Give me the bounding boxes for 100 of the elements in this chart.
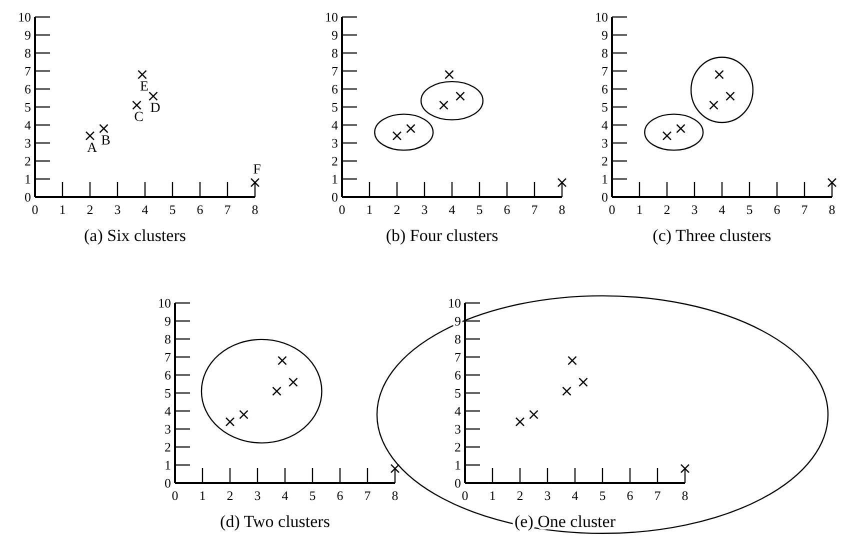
y-tick-label: 0	[164, 476, 171, 491]
y-tick-label: 10	[325, 10, 338, 25]
x-tick-label: 1	[59, 202, 66, 217]
y-tick-label: 9	[24, 28, 31, 43]
x-tick-label: 1	[366, 202, 373, 217]
y-tick-label: 6	[332, 82, 338, 97]
text: (b) Four clusters	[386, 226, 498, 245]
point	[726, 92, 735, 101]
annotation: C	[134, 110, 144, 126]
x-tick-label: 2	[516, 488, 524, 503]
point	[288, 378, 298, 387]
point	[148, 92, 158, 101]
y-tick-label: 9	[602, 28, 608, 43]
x-tick-label: 8	[252, 202, 258, 217]
x-tick-label: 1	[199, 488, 206, 503]
x-tick-label: 4	[142, 202, 149, 217]
point	[225, 417, 235, 426]
y-tick-label: 2	[332, 154, 338, 169]
x-tick-label: 2	[394, 202, 400, 217]
y-tick-label: 10	[448, 296, 461, 311]
x-tick-label: 1	[636, 202, 643, 217]
point	[827, 178, 837, 188]
y-tick-label: 8	[24, 46, 31, 61]
point	[85, 131, 95, 140]
y-tick-label: 1	[602, 172, 608, 187]
y-tick-label: 8	[164, 332, 171, 347]
x-tick-label: 6	[196, 202, 204, 217]
x-tick-label: 7	[654, 488, 662, 503]
y-tick-label: 9	[164, 314, 171, 329]
x-tick-label: 6	[774, 202, 781, 217]
point	[557, 178, 567, 188]
y-tick-label: 8	[454, 332, 461, 347]
x-tick-label: 8	[558, 202, 566, 217]
text: (c) Three clusters	[652, 226, 772, 245]
x-tick-label: 7	[531, 202, 538, 217]
point	[578, 378, 588, 387]
y-tick-label: 6	[24, 82, 32, 97]
y-tick-label: 3	[454, 422, 461, 437]
x-tick-label: 6	[504, 202, 511, 217]
y-tick-label: 0	[602, 190, 608, 205]
y-tick-label: 3	[602, 136, 608, 151]
y-tick-label: 3	[24, 136, 31, 151]
y-tick-label: 6	[164, 368, 172, 383]
annotation: B	[101, 134, 110, 149]
x-tick-label: 7	[801, 202, 808, 217]
y-tick-label: 10	[595, 10, 608, 25]
point	[392, 131, 402, 140]
y-tick-label: 5	[602, 100, 608, 115]
y-tick-label: 1	[332, 172, 338, 187]
y-tick-label: 6	[454, 368, 462, 383]
x-tick-label: 3	[421, 202, 428, 217]
point	[239, 410, 248, 420]
point	[515, 417, 525, 426]
x-tick-label: 5	[309, 488, 316, 503]
point	[250, 178, 260, 188]
y-tick-label: 2	[602, 154, 608, 169]
y-tick-label: 4	[602, 118, 608, 133]
y-tick-label: 7	[332, 64, 338, 79]
y-tick-label: 2	[454, 440, 461, 455]
point	[278, 356, 287, 366]
point	[709, 100, 718, 110]
x-tick-label: 2	[226, 488, 234, 503]
point	[680, 464, 690, 474]
point	[568, 356, 577, 366]
y-tick-label: 10	[158, 296, 171, 311]
x-tick-label: 2	[664, 202, 670, 217]
y-tick-label: 6	[602, 82, 608, 97]
y-tick-label: 4	[24, 118, 32, 133]
y-tick-label: 4	[332, 118, 338, 133]
y-tick-label: 5	[164, 386, 171, 401]
x-tick-label: 8	[682, 488, 688, 503]
y-tick-label: 3	[332, 136, 338, 151]
y-tick-label: 10	[18, 10, 31, 25]
point	[138, 70, 147, 80]
x-tick-label: 6	[626, 488, 634, 503]
y-tick-label: 0	[454, 476, 461, 491]
point	[99, 124, 108, 134]
x-tick-label: 7	[224, 202, 232, 217]
point	[562, 386, 572, 396]
text: (d) Two clusters	[220, 512, 330, 531]
y-tick-label: 2	[24, 154, 31, 169]
y-tick-label: 2	[164, 440, 171, 455]
annotation: E	[140, 80, 149, 95]
x-tick-label: 8	[392, 488, 398, 503]
y-tick-label: 7	[454, 350, 462, 365]
point	[439, 100, 448, 110]
y-tick-label: 8	[602, 46, 608, 61]
y-tick-label: 1	[24, 172, 31, 187]
x-tick-label: 4	[282, 488, 289, 503]
x-tick-label: 4	[718, 202, 726, 217]
x-tick-label: 5	[746, 202, 753, 217]
point	[444, 70, 454, 80]
y-tick-label: 3	[164, 422, 171, 437]
x-tick-label: 3	[544, 488, 551, 503]
annotation: D	[150, 101, 160, 116]
x-tick-label: 3	[114, 202, 121, 217]
y-tick-label: 7	[164, 350, 172, 365]
x-tick-label: 8	[828, 202, 836, 217]
y-tick-label: 4	[164, 404, 172, 419]
y-tick-label: 1	[164, 458, 171, 473]
